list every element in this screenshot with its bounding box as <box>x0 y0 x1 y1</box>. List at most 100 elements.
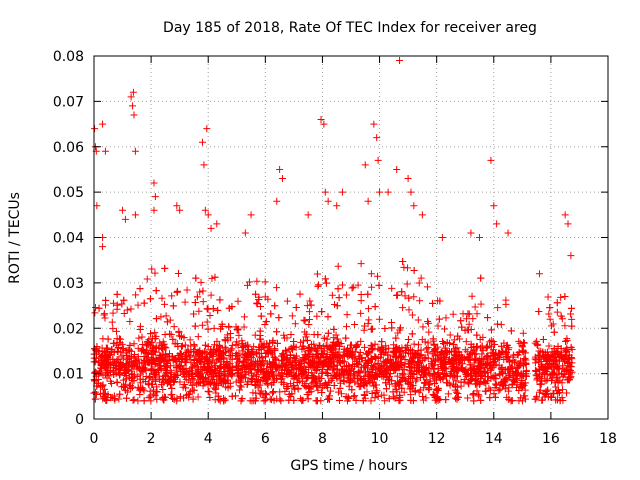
data-point <box>422 345 430 353</box>
data-point <box>308 356 316 364</box>
data-point <box>443 348 451 356</box>
data-point <box>561 322 569 330</box>
data-point <box>219 360 227 368</box>
data-point <box>318 308 326 316</box>
data-point <box>291 320 299 328</box>
data-point <box>320 334 328 342</box>
data-point <box>245 278 253 286</box>
data-point <box>126 318 134 326</box>
data-point <box>317 116 325 124</box>
data-point <box>490 358 498 366</box>
data-point <box>99 243 107 251</box>
data-point <box>357 297 365 305</box>
data-point <box>431 379 439 387</box>
y-tick-label: 0.04 <box>53 231 84 247</box>
data-point <box>260 344 268 352</box>
data-point <box>283 371 291 379</box>
data-point <box>441 358 449 366</box>
data-point <box>544 393 552 401</box>
data-point <box>370 120 378 128</box>
data-point <box>254 358 262 366</box>
data-point <box>135 363 143 371</box>
data-point <box>468 292 476 300</box>
data-point <box>536 380 544 388</box>
y-tick-label: 0 <box>75 412 84 428</box>
x-tick-label: 10 <box>371 431 389 447</box>
data-point <box>267 310 275 318</box>
data-point <box>271 346 279 354</box>
data-point <box>475 392 483 400</box>
data-point <box>484 368 492 376</box>
data-point <box>110 348 118 356</box>
data-point <box>538 377 546 385</box>
data-point <box>326 362 334 370</box>
data-point <box>373 134 381 142</box>
data-point <box>210 341 218 349</box>
data-point <box>270 353 278 361</box>
data-point <box>410 293 418 301</box>
data-point <box>298 345 306 353</box>
data-point <box>483 353 491 361</box>
data-point <box>93 343 101 351</box>
data-point <box>431 346 439 354</box>
data-point <box>313 397 321 405</box>
data-point <box>305 308 313 316</box>
data-point <box>538 363 546 371</box>
data-point <box>253 277 261 285</box>
data-point <box>196 288 204 296</box>
data-point <box>415 341 423 349</box>
data-point <box>251 331 259 339</box>
data-point <box>305 343 313 351</box>
data-point <box>493 320 501 328</box>
data-point <box>325 392 333 400</box>
data-point <box>169 335 177 343</box>
data-point <box>278 175 286 183</box>
data-point <box>313 359 321 367</box>
data-point <box>224 384 232 392</box>
data-point <box>410 266 418 274</box>
data-point <box>118 352 126 360</box>
data-point <box>209 305 217 313</box>
data-point <box>435 315 443 323</box>
data-point <box>324 197 332 205</box>
data-point <box>153 395 161 403</box>
data-point <box>389 388 397 396</box>
data-point <box>367 325 375 333</box>
data-point <box>565 376 573 384</box>
data-point <box>359 397 367 405</box>
data-point <box>335 338 343 346</box>
data-point <box>185 390 193 398</box>
data-point <box>148 338 156 346</box>
data-point <box>269 388 277 396</box>
data-point <box>566 368 574 376</box>
data-point <box>187 378 195 386</box>
data-point <box>535 270 543 278</box>
data-point <box>162 371 170 379</box>
data-point <box>454 390 462 398</box>
data-point <box>436 351 444 359</box>
data-point <box>471 303 479 311</box>
data-point <box>208 274 216 282</box>
data-point <box>382 345 390 353</box>
data-point <box>542 387 550 395</box>
data-point <box>270 397 278 405</box>
data-point <box>438 234 446 241</box>
x-tick-label: 8 <box>318 431 327 447</box>
data-point <box>559 386 567 394</box>
data-point <box>474 377 482 385</box>
data-point <box>352 396 360 404</box>
data-point <box>307 301 315 309</box>
data-point <box>195 307 203 315</box>
data-point <box>364 320 372 328</box>
data-point <box>454 332 462 340</box>
data-point <box>469 391 477 399</box>
data-point <box>157 364 165 372</box>
data-point <box>104 359 112 367</box>
data-point <box>419 356 427 364</box>
data-point <box>180 380 188 388</box>
data-point <box>321 359 329 367</box>
data-point <box>398 288 406 296</box>
data-point <box>193 293 201 301</box>
data-point <box>430 341 438 349</box>
data-point <box>336 358 344 366</box>
